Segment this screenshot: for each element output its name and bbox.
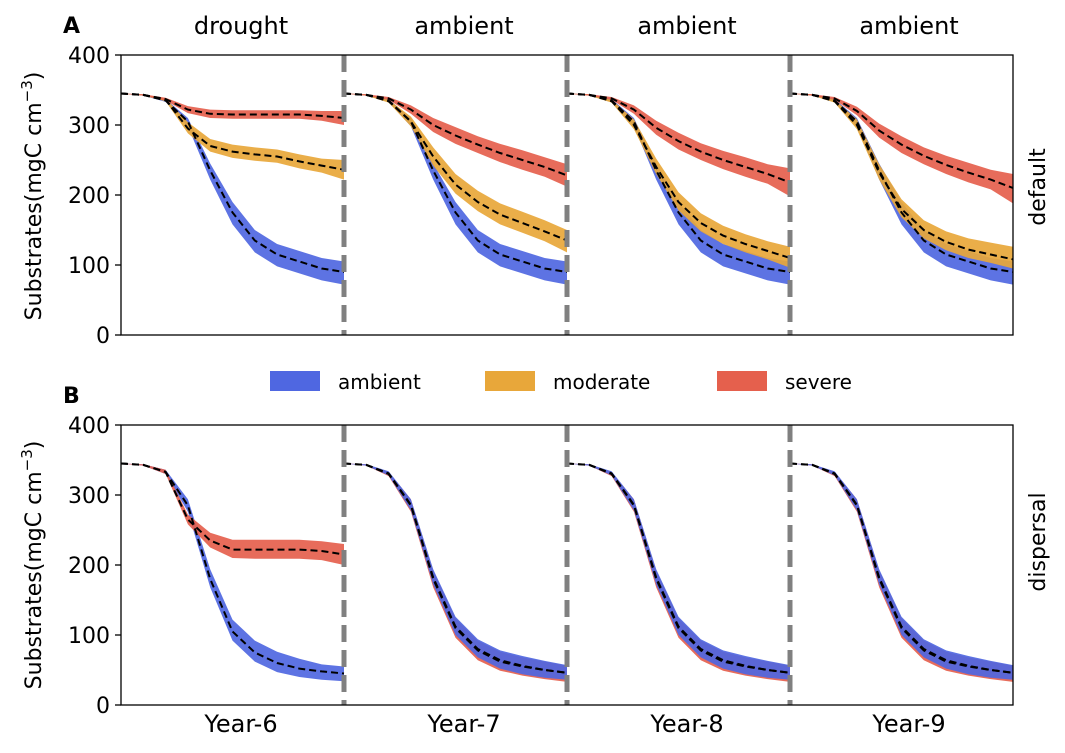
legend-label-ambient: ambient bbox=[338, 370, 421, 394]
band-a-year4-ambient bbox=[790, 93, 1013, 285]
mean-line-b-year1-severe bbox=[120, 462, 345, 556]
mean-line-a-year2-severe bbox=[343, 92, 568, 177]
band-a-year2-ambient bbox=[344, 93, 567, 285]
y-tick-label-a-200: 200 bbox=[68, 184, 110, 209]
y-axis-a: 0 100 200 300 400 bbox=[68, 44, 121, 349]
band-a-year3-moderate bbox=[567, 93, 790, 268]
column-title-4: ambient bbox=[859, 12, 958, 40]
panel-b: B 0 100 200 300 400 Substrates(mgC cm−3) dis… bbox=[18, 384, 1051, 738]
row-label-dispersal: dispersal bbox=[1026, 492, 1051, 591]
band-a-year4-moderate bbox=[790, 93, 1013, 269]
band-b-year3-ambient bbox=[567, 463, 790, 680]
column-title-3: ambient bbox=[637, 12, 736, 40]
y-tick-label-b-400: 400 bbox=[68, 414, 110, 439]
band-a-year1-ambient bbox=[121, 93, 344, 285]
mean-line-b-year4-severe bbox=[789, 462, 1014, 674]
mean-line-a-year1-ambient bbox=[120, 92, 345, 273]
legend: ambient moderate severe bbox=[270, 370, 852, 394]
y-tick-label-a-400: 400 bbox=[68, 44, 110, 69]
year-label-6: Year-6 bbox=[203, 710, 277, 738]
mean-line-a-year3-moderate bbox=[566, 92, 791, 259]
band-a-year3-severe bbox=[567, 93, 790, 197]
plot-area-a bbox=[120, 54, 1014, 336]
mean-line-a-year2-moderate bbox=[343, 92, 568, 242]
band-b-year2-severe bbox=[344, 463, 567, 682]
mean-line-b-year4-ambient bbox=[789, 462, 1014, 674]
mean-line-b-year3-severe bbox=[566, 462, 791, 674]
y-tick-label-b-100: 100 bbox=[68, 624, 110, 649]
y-tick-label-b-0: 0 bbox=[96, 694, 110, 719]
mean-line-a-year4-moderate bbox=[789, 92, 1014, 261]
mean-line-a-year3-severe bbox=[566, 92, 791, 184]
band-a-year4-severe bbox=[790, 93, 1013, 204]
y-tick-label-b-300: 300 bbox=[68, 484, 110, 509]
mean-line-a-year4-severe bbox=[789, 92, 1014, 189]
year-label-8: Year-8 bbox=[649, 710, 723, 738]
band-b-year3-severe bbox=[567, 463, 790, 682]
mean-line-b-year3-ambient bbox=[566, 462, 791, 674]
y-tick-label-b-200: 200 bbox=[68, 554, 110, 579]
band-a-year2-severe bbox=[344, 93, 567, 187]
band-b-year1-ambient bbox=[121, 463, 344, 682]
column-title-2: ambient bbox=[414, 12, 513, 40]
legend-swatch-ambient bbox=[270, 371, 320, 391]
mean-line-a-year1-severe bbox=[120, 92, 345, 119]
legend-swatch-moderate bbox=[485, 371, 535, 391]
band-b-year2-ambient bbox=[344, 463, 567, 680]
legend-label-moderate: moderate bbox=[553, 370, 650, 394]
y-tick-label-a-100: 100 bbox=[68, 254, 110, 279]
y-tick-label-a-300: 300 bbox=[68, 114, 110, 139]
band-a-year2-moderate bbox=[344, 93, 567, 253]
y-tick-label-a-0: 0 bbox=[96, 324, 110, 349]
mean-line-b-year2-severe bbox=[343, 462, 568, 674]
year-label-9: Year-9 bbox=[871, 710, 945, 738]
y-axis-label-a: Substrates(mgC cm−3) bbox=[18, 72, 47, 321]
band-a-year1-moderate bbox=[121, 93, 344, 180]
row-label-default: default bbox=[1026, 148, 1051, 226]
band-b-year4-ambient bbox=[790, 463, 1013, 680]
y-axis-b: 0 100 200 300 400 bbox=[68, 414, 121, 719]
band-a-year3-ambient bbox=[567, 93, 790, 285]
mean-line-b-year1-ambient bbox=[120, 462, 345, 675]
legend-swatch-severe bbox=[717, 371, 767, 391]
plot-area-b bbox=[120, 424, 1014, 706]
year-label-7: Year-7 bbox=[426, 710, 500, 738]
band-b-year4-severe bbox=[790, 463, 1013, 682]
column-title-1: drought bbox=[194, 12, 288, 40]
legend-label-severe: severe bbox=[785, 370, 852, 394]
panel-letter-a: A bbox=[63, 14, 80, 39]
panel-a: A drought ambient ambient ambient 0 100 20… bbox=[18, 12, 1051, 349]
band-b-year1-severe bbox=[121, 463, 344, 565]
panel-letter-b: B bbox=[63, 384, 80, 409]
y-axis-label-b: Substrates(mgC cm−3) bbox=[18, 441, 47, 690]
mean-line-b-year2-ambient bbox=[343, 462, 568, 674]
band-a-year1-severe bbox=[121, 93, 344, 125]
